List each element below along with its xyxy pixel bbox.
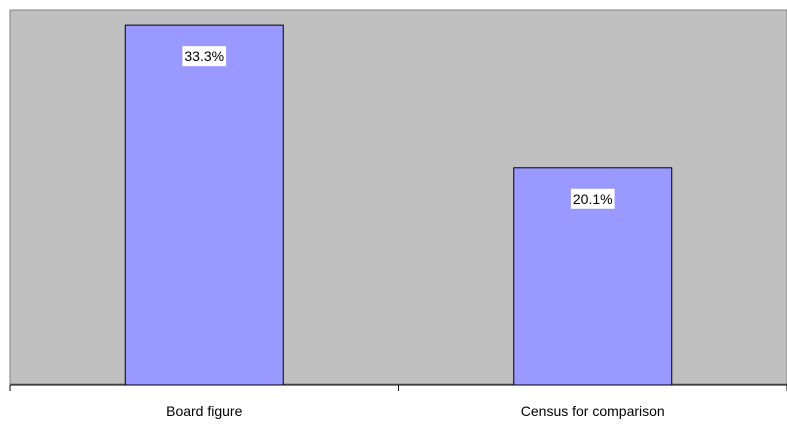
data-label: 33.3%	[182, 46, 227, 67]
data-label-text: 20.1%	[573, 191, 613, 207]
data-label-background	[570, 188, 615, 209]
bar	[124, 24, 284, 386]
data-label-background	[182, 46, 227, 67]
x-axis-tick-labels: Board figure Census for comparison	[166, 403, 665, 419]
x-axis-tick-label: Census for comparison	[521, 403, 665, 419]
data-labels-layer: 33.3% 20.1%	[182, 46, 615, 209]
data-label-text: 33.3%	[184, 48, 224, 64]
x-axis-ticks	[9, 385, 787, 391]
x-axis-tick-label: Board figure	[166, 403, 242, 419]
data-label: 20.1%	[570, 188, 615, 209]
